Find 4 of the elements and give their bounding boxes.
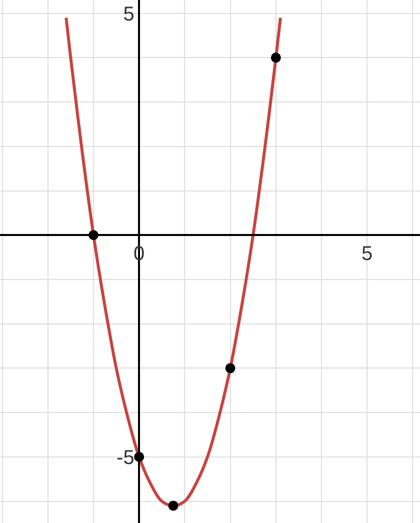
point [168,500,178,511]
y-tick-label: -5 [116,446,134,469]
point [225,363,236,374]
point [270,52,281,63]
